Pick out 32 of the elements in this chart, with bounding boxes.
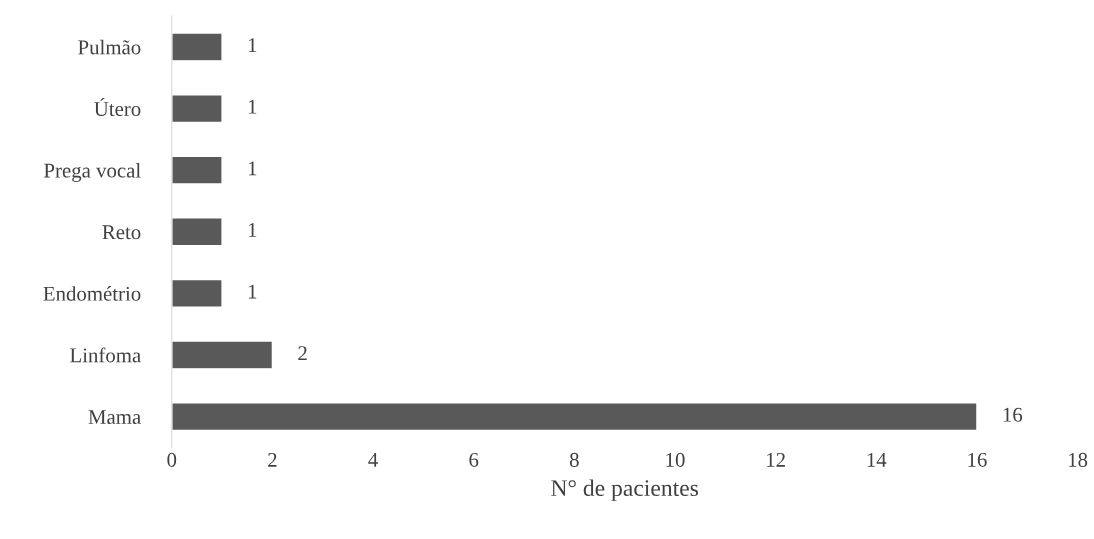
x-tick-label: 8 bbox=[569, 452, 579, 467]
y-tick-label: Prega vocal bbox=[44, 162, 141, 182]
y-tick-label: Reto bbox=[102, 225, 141, 240]
y-tick-label: Endométrio bbox=[43, 286, 141, 301]
data-label: 1 bbox=[248, 161, 257, 176]
data-label: 16 bbox=[1003, 407, 1023, 422]
y-tick-label: Linfoma bbox=[70, 347, 141, 363]
x-tick-label: 16 bbox=[968, 452, 987, 467]
y-tick-label: Pulmão bbox=[78, 39, 141, 55]
x-tick-label: 0 bbox=[167, 452, 177, 467]
bar bbox=[171, 94, 223, 124]
x-axis-title: N° de pacientes bbox=[551, 479, 699, 501]
y-tick-label: Útero bbox=[94, 97, 141, 116]
x-tick-label: 14 bbox=[867, 452, 887, 467]
data-label: 2 bbox=[298, 346, 307, 360]
data-label: 1 bbox=[248, 223, 257, 237]
bar bbox=[171, 278, 223, 308]
data-label: 1 bbox=[248, 38, 257, 52]
bar bbox=[171, 217, 223, 247]
bar bbox=[171, 32, 223, 62]
y-tick-label: Mama bbox=[88, 410, 141, 424]
x-tick-label: 4 bbox=[368, 452, 378, 467]
data-label: 1 bbox=[248, 284, 257, 299]
data-label: 1 bbox=[248, 99, 257, 114]
x-tick-label: 12 bbox=[767, 452, 785, 467]
x-tick-label: 18 bbox=[1069, 452, 1088, 467]
x-tick-label: 6 bbox=[469, 452, 479, 467]
bar bbox=[171, 340, 274, 370]
bar bbox=[171, 402, 978, 432]
x-tick-label: 10 bbox=[666, 452, 685, 467]
x-tick-label: 2 bbox=[268, 452, 277, 467]
bar bbox=[171, 155, 223, 185]
